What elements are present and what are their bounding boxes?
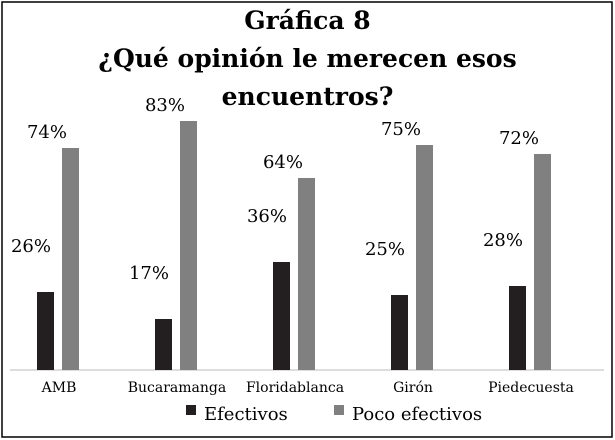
bar (273, 262, 290, 370)
value-label: 74% (27, 122, 67, 143)
x-tick-label: Piedecuesta (488, 380, 574, 396)
value-label: 28% (483, 230, 523, 251)
x-tick-label: Floridablanca (246, 380, 344, 396)
x-tick-label: Bucaramanga (128, 380, 226, 396)
bar (155, 319, 172, 370)
value-label: 25% (365, 239, 405, 260)
value-label: 64% (263, 152, 303, 173)
legend-label: Efectivos (204, 404, 288, 425)
value-label: 75% (381, 119, 421, 140)
chart-subtitle: ¿Qué opinión le merecen esos encuentros? (98, 44, 517, 111)
bar (180, 121, 197, 370)
value-label: 72% (499, 128, 539, 149)
bar (62, 148, 79, 370)
bar (534, 154, 551, 370)
value-label: 83% (145, 95, 185, 116)
value-label: 26% (11, 236, 51, 257)
value-label: 36% (247, 206, 287, 227)
legend-label: Poco efectivos (352, 404, 482, 425)
value-label: 17% (129, 263, 169, 284)
chart-title: Gráfica 8 (244, 6, 371, 35)
bar (391, 295, 408, 370)
x-tick-label: Girón (393, 380, 433, 396)
bar (37, 292, 54, 370)
bar (509, 286, 526, 370)
bar (298, 178, 315, 370)
legend-swatch (186, 405, 196, 415)
titles: Gráfica 8 ¿Qué opinión le merecen esos e… (95, 2, 520, 116)
bar (416, 145, 433, 370)
x-tick-label: AMB (41, 380, 77, 396)
legend-swatch (334, 405, 344, 415)
